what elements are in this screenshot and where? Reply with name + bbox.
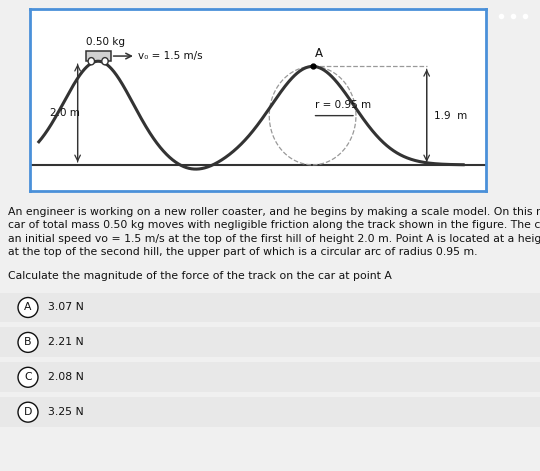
Text: A: A <box>24 302 32 312</box>
FancyBboxPatch shape <box>86 51 111 61</box>
Bar <box>0 292 540 323</box>
Circle shape <box>102 57 108 65</box>
Circle shape <box>18 402 38 422</box>
Bar <box>0 362 540 392</box>
Circle shape <box>88 57 94 65</box>
Text: Calculate the magnitude of the force of the track on the car at point A: Calculate the magnitude of the force of … <box>8 271 392 281</box>
Text: 2.0 m: 2.0 m <box>50 108 80 118</box>
Bar <box>0 397 540 427</box>
Text: 3.25 N: 3.25 N <box>48 407 84 417</box>
Text: C: C <box>24 372 32 382</box>
Bar <box>0 327 540 357</box>
Text: at the top of the second hill, the upper part of which is a circular arc of radi: at the top of the second hill, the upper… <box>8 247 477 257</box>
Text: A: A <box>315 47 323 60</box>
Text: v₀ = 1.5 m/s: v₀ = 1.5 m/s <box>138 51 202 61</box>
Text: B: B <box>24 337 32 348</box>
Text: 0.50 kg: 0.50 kg <box>86 37 125 47</box>
Text: r = 0.95 m: r = 0.95 m <box>315 100 371 111</box>
Circle shape <box>18 333 38 352</box>
Text: car of total mass 0.50 kg moves with negligible friction along the track shown i: car of total mass 0.50 kg moves with neg… <box>8 220 540 230</box>
Circle shape <box>18 367 38 387</box>
Text: 2.08 N: 2.08 N <box>48 372 84 382</box>
Circle shape <box>18 298 38 317</box>
Text: 2.21 N: 2.21 N <box>48 337 84 348</box>
Text: 1.9  m: 1.9 m <box>434 111 467 121</box>
Text: 3.07 N: 3.07 N <box>48 302 84 312</box>
Text: D: D <box>24 407 32 417</box>
Text: An engineer is working on a new roller coaster, and he begins by making a scale : An engineer is working on a new roller c… <box>8 207 540 217</box>
Text: an initial speed vo = 1.5 m/s at the top of the first hill of height 2.0 m. Poin: an initial speed vo = 1.5 m/s at the top… <box>8 234 540 244</box>
